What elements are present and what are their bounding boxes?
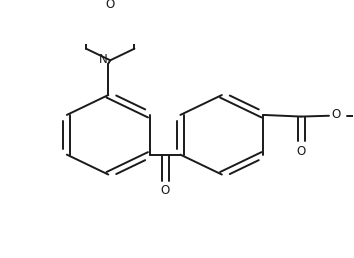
Text: O: O <box>160 184 170 197</box>
Text: N: N <box>98 53 107 66</box>
Text: O: O <box>331 108 340 122</box>
Text: O: O <box>296 145 306 158</box>
Text: O: O <box>105 0 115 11</box>
